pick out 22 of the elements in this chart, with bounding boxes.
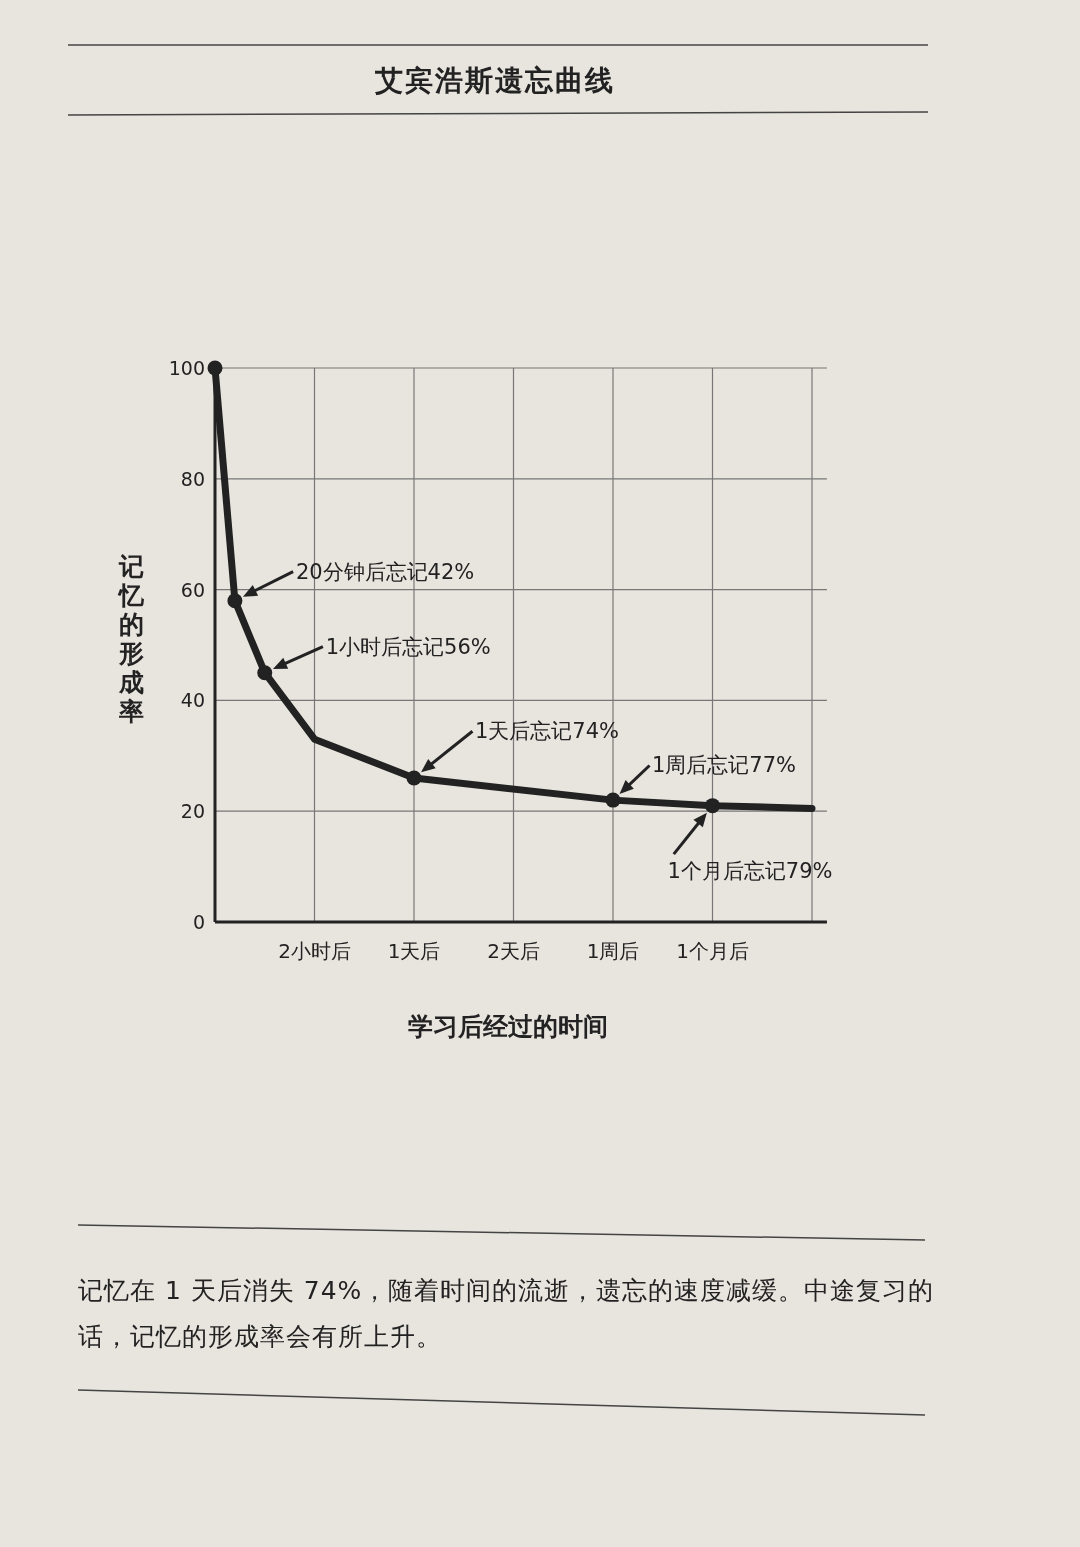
- x-tick-label: 2小时后: [278, 939, 351, 963]
- annotation: 1小时后忘记56%: [325, 634, 491, 659]
- x-tick-label: 1周后: [586, 939, 640, 963]
- point: [605, 792, 621, 808]
- point: [227, 593, 243, 609]
- y-tick-label: 100: [168, 357, 205, 379]
- point: [406, 770, 422, 786]
- x-tick-label: 2天后: [487, 939, 540, 963]
- y-tick-label: 40: [180, 689, 205, 712]
- point: [705, 798, 720, 814]
- y-tick-label: 60: [180, 578, 205, 601]
- y-axis-title: 记忆的形成率: [116, 552, 145, 726]
- x-tick-label: 1个月后: [676, 939, 749, 963]
- y-tick-label: 80: [180, 467, 205, 490]
- y-tick-label: 0: [192, 911, 205, 933]
- point: [257, 665, 273, 681]
- text: 记忆在 1 天后消失 74%，随着时间的流逝，遗忘的速度减缓。中途复习的话，记忆的形成率会有所上升。: [78, 1275, 936, 1353]
- y-tick-label: 20: [180, 800, 205, 823]
- x-tick-label: 1天后: [387, 939, 441, 963]
- point: [207, 360, 223, 376]
- x-axis-title: 学习后经过的时间: [408, 1012, 608, 1041]
- chart-title: 艾宾浩斯遗忘曲线: [374, 64, 615, 97]
